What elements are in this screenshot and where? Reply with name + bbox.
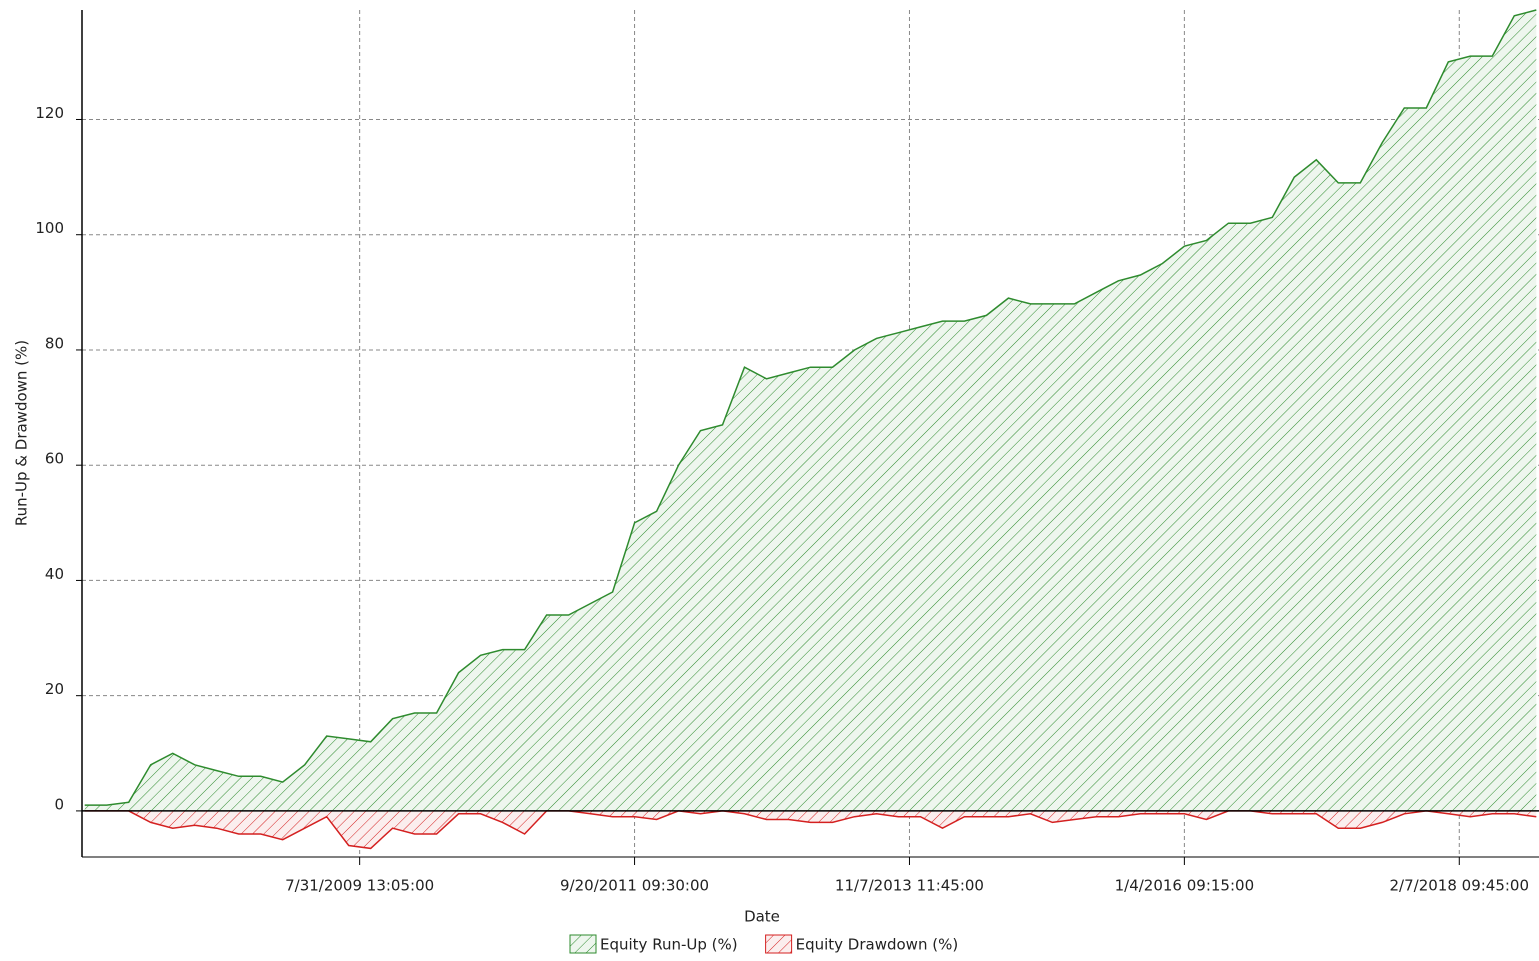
y-tick-label: 60	[45, 450, 64, 468]
y-tick-label: 0	[54, 795, 64, 813]
y-tick-label: 80	[45, 334, 64, 352]
legend-swatch	[569, 934, 597, 954]
y-tick-label: 40	[45, 565, 64, 583]
y-tick-label: 100	[35, 219, 64, 237]
x-tick-label: 1/4/2016 09:15:00	[1115, 877, 1255, 895]
legend-label: Equity Drawdown (%)	[796, 936, 959, 954]
y-tick-label: 20	[45, 680, 64, 698]
area-fill	[84, 810, 1537, 849]
x-tick-label: 11/7/2013 11:45:00	[835, 877, 984, 895]
area-line	[84, 9, 1537, 806]
x-tick-label: 9/20/2011 09:30:00	[560, 877, 709, 895]
y-tick-label: 120	[35, 104, 64, 122]
x-tick-label: 2/7/2018 09:45:00	[1390, 877, 1530, 895]
x-axis-label: Date	[744, 908, 780, 926]
legend-swatch	[765, 934, 793, 954]
area-fill	[84, 10, 1537, 811]
area-line	[84, 810, 1537, 850]
y-axis-label: Run-Up & Drawdown (%)	[13, 340, 31, 526]
legend-label: Equity Run-Up (%)	[600, 936, 738, 954]
x-tick-label: 7/31/2009 13:05:00	[285, 877, 434, 895]
